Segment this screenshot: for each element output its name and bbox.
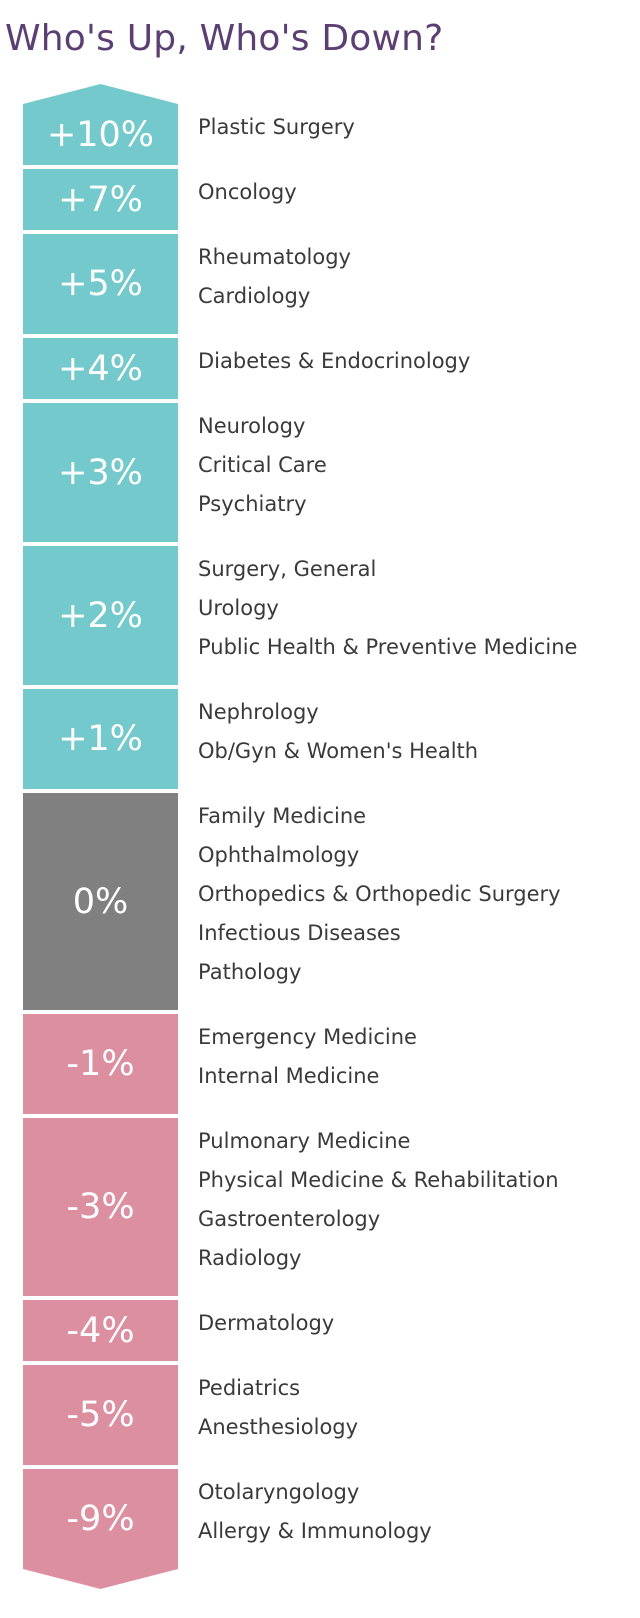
specialty-list: Diabetes & Endocrinology (198, 342, 470, 381)
specialty-item: Otolaryngology (198, 1480, 360, 1504)
change-band: -9% (23, 1469, 178, 1569)
change-band: +7% (23, 169, 178, 230)
specialty-item: Pediatrics (198, 1376, 301, 1400)
change-label: +2% (58, 595, 143, 636)
change-band: +3% (23, 403, 178, 542)
specialty-item: Plastic Surgery (198, 115, 355, 139)
change-label: 0% (72, 881, 129, 922)
specialty-item: Neurology (198, 414, 306, 438)
specialty-list: Neurology Critical Care Psychiatry (198, 407, 327, 524)
specialty-item: Pulmonary Medicine (198, 1129, 411, 1153)
specialty-item: Oncology (198, 180, 297, 204)
specialty-list: Pulmonary Medicine Physical Medicine & Re… (198, 1122, 559, 1278)
change-label: +5% (58, 264, 143, 304)
specialty-item: Emergency Medicine (198, 1025, 417, 1049)
specialty-item: Rheumatology (198, 245, 351, 269)
specialty-list: Family Medicine Ophthalmology Orthopedics … (198, 797, 561, 992)
change-band: +5% (23, 234, 178, 334)
change-label: +7% (58, 179, 143, 220)
change-label: -1% (66, 1044, 135, 1084)
change-label: -9% (66, 1499, 135, 1539)
change-band: +1% (23, 689, 178, 789)
specialty-item: Urology (198, 596, 279, 620)
specialty-item: Nephrology (198, 700, 319, 724)
change-band: -5% (23, 1365, 178, 1465)
specialty-item: Psychiatry (198, 492, 307, 516)
specialty-list: Otolaryngology Allergy & Immunology (198, 1473, 432, 1551)
arrow-down-cap (23, 1569, 178, 1589)
change-band: -1% (23, 1014, 178, 1114)
specialty-item: Ob/Gyn & Women's Health (198, 739, 479, 763)
specialty-item: Cardiology (198, 284, 311, 308)
specialty-item: Gastroenterology (198, 1207, 381, 1231)
specialty-item: Physical Medicine & Rehabilitation (198, 1168, 559, 1192)
change-band: +4% (23, 338, 178, 399)
specialty-item: Diabetes & Endocrinology (198, 349, 471, 373)
page-title: Who's Up, Who's Down? (5, 18, 444, 59)
change-label: +10% (46, 114, 155, 155)
specialty-list: Surgery, General Urology Public Health & P… (198, 550, 577, 667)
specialty-list: Emergency Medicine Internal Medicine (198, 1018, 417, 1096)
specialty-item: Dermatology (198, 1311, 335, 1335)
specialty-item: Radiology (198, 1246, 302, 1270)
specialty-item: Surgery, General (198, 557, 377, 581)
arrow-up-cap (23, 84, 178, 104)
change-band: +10% (23, 104, 178, 165)
change-band: +2% (23, 546, 178, 685)
change-label: -3% (66, 1187, 135, 1227)
specialty-item: Critical Care (198, 453, 327, 477)
specialty-item: Allergy & Immunology (198, 1519, 432, 1543)
specialty-item: Pathology (198, 960, 302, 984)
specialty-item: Internal Medicine (198, 1064, 380, 1088)
specialty-list: Nephrology Ob/Gyn & Women's Health (198, 693, 478, 771)
specialty-item: Orthopedics & Orthopedic Surgery (198, 882, 561, 906)
specialty-item: Ophthalmology (198, 843, 360, 867)
specialty-item: Public Health & Preventive Medicine (198, 635, 578, 659)
specialty-list: Dermatology (198, 1304, 334, 1343)
change-label: +4% (58, 348, 143, 389)
specialty-item: Infectious Diseases (198, 921, 401, 945)
specialty-list: Plastic Surgery (198, 108, 355, 147)
specialty-list: Oncology (198, 173, 297, 212)
change-label: +1% (58, 719, 143, 759)
change-label: -5% (66, 1395, 135, 1435)
specialty-list: Pediatrics Anesthesiology (198, 1369, 358, 1447)
change-band: -3% (23, 1118, 178, 1296)
specialty-item: Family Medicine (198, 804, 367, 828)
change-label: -4% (66, 1310, 135, 1351)
change-band: -4% (23, 1300, 178, 1361)
specialty-item: Anesthesiology (198, 1415, 359, 1439)
specialty-list: Rheumatology Cardiology (198, 238, 351, 316)
change-label: +3% (58, 452, 143, 493)
change-band: 0% (23, 793, 178, 1010)
